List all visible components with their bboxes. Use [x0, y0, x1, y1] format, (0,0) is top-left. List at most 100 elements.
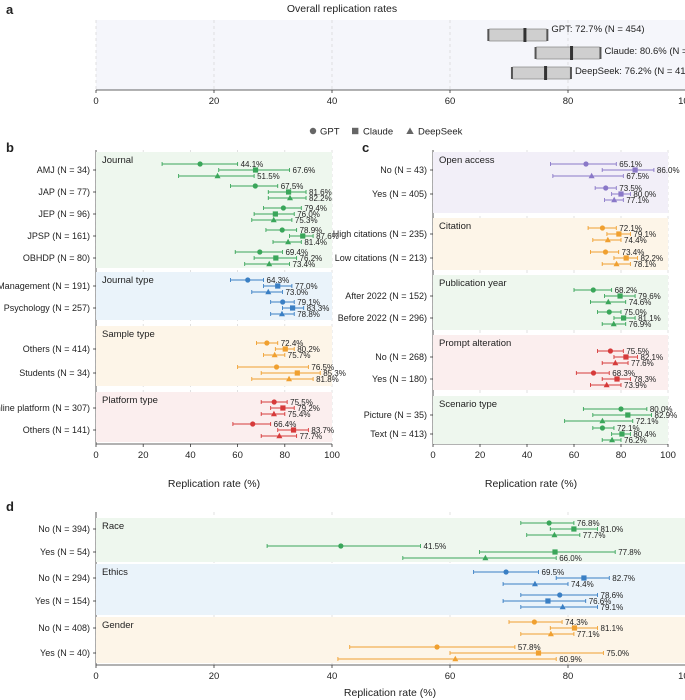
panel-b-tick-label: 40 — [185, 450, 196, 461]
panel-d-claude-point — [545, 598, 551, 604]
panel-c-section-title: Prompt alteration — [439, 338, 511, 349]
panel-b-claude-point — [280, 405, 286, 411]
panel-b-value-label: 77.0% — [295, 282, 318, 291]
panel-letter-a: a — [6, 2, 14, 17]
panel-b-deepseek-point — [286, 194, 293, 201]
panel-b-deepseek-point — [278, 310, 285, 317]
panel-a-box-deepseek — [511, 66, 572, 80]
panel-c-row-label: Yes (N = 180) — [372, 374, 427, 384]
panel-c-row-label: Yes (N = 405) — [372, 189, 427, 199]
panel-d-value-label: 41.5% — [424, 542, 447, 551]
panel-c-deepseek-point — [612, 359, 619, 366]
panel-b-value-label: 76.0% — [297, 210, 320, 219]
panel-b-value-label: 77.7% — [300, 432, 323, 441]
panel-b-claude-point — [289, 305, 296, 311]
panel-b-gpt-point — [245, 277, 251, 283]
panel-c-value-label: 72.1% — [619, 224, 642, 233]
panel-b-section-title: Journal type — [102, 275, 154, 286]
panel-b-value-label: 73.0% — [285, 288, 308, 297]
panel-c-section-title: Scenario type — [439, 399, 497, 410]
panel-c-value-label: 80.4% — [633, 430, 656, 439]
panel-c-row-label: High citations (N = 235) — [333, 229, 427, 239]
panel-a-tick-label: 40 — [327, 96, 338, 107]
panel-c-value-label: 65.1% — [619, 160, 642, 169]
panel-b-section-title: Platform type — [102, 395, 158, 406]
panel-d-deepseek-point — [452, 655, 459, 662]
panel-c-gpt-point — [607, 348, 614, 354]
panel-b-value-label: 79.1% — [297, 298, 320, 307]
panel-b-value-label: 87.6% — [316, 232, 339, 241]
panel-b-tick-label: 60 — [232, 450, 243, 461]
panel-b-row-label: Online platform (N = 307) — [0, 403, 90, 413]
panel-b-value-label: 76.5% — [311, 363, 334, 372]
panel-b-section-band — [96, 326, 332, 386]
panel-c-claude-point — [632, 167, 638, 173]
panel-d-value-label: 82.7% — [612, 574, 635, 583]
legend-claude-label: Claude — [363, 127, 393, 138]
panel-d-claude-point — [571, 625, 578, 631]
panel-b-tick-label: 0 — [93, 450, 98, 461]
panel-c-deepseek-point — [610, 320, 617, 327]
panel-c-deepseek-point — [604, 236, 611, 243]
panel-b-section-title: Journal — [102, 155, 133, 166]
panel-b-claude-point — [272, 211, 278, 217]
panel-b-gpt-point — [271, 399, 277, 405]
panel-d-value-label: 81.0% — [601, 525, 624, 534]
panel-b-value-label: 66.4% — [274, 420, 297, 429]
panel-d-gpt-point — [434, 644, 440, 650]
panel-b-value-label: 81.6% — [309, 188, 332, 197]
panel-b-gpt-point — [280, 299, 286, 305]
panel-b-deepseek-point — [271, 351, 278, 358]
panel-c-deepseek-point — [603, 381, 610, 388]
panel-a-tick-label: 60 — [445, 96, 456, 107]
panel-a-title: Overall replication rates — [287, 3, 397, 15]
panel-d-value-label: 76.8% — [577, 519, 600, 528]
panel-b-deepseek-point — [270, 410, 277, 417]
panel-b-gpt-point — [250, 421, 256, 427]
panel-d-gpt-point — [503, 569, 509, 575]
panel-c-value-label: 77.1% — [626, 196, 649, 205]
panel-d-gpt-point — [546, 520, 552, 526]
panel-a-tick-label: 0 — [93, 96, 98, 107]
panel-b-value-label: 67.5% — [281, 182, 304, 191]
panel-c-value-label: 82.2% — [640, 254, 663, 263]
panel-c-value-label: 82.9% — [655, 411, 678, 420]
panel-b-deepseek-point — [266, 260, 273, 267]
panel-c-value-label: 79.6% — [638, 292, 661, 301]
panel-d-gpt-point — [531, 619, 537, 625]
panel-c-claude-point — [623, 354, 629, 360]
panel-b-row-label: JAP (N = 77) — [38, 187, 90, 197]
panel-d-claude-point — [571, 526, 577, 532]
panel-b-value-label: 44.1% — [241, 160, 264, 169]
panel-c-value-label: 68.2% — [615, 286, 638, 295]
panel-b-tick-label: 80 — [280, 450, 291, 461]
panel-d-section-title: Gender — [102, 620, 134, 631]
panel-b-gpt-point — [280, 205, 286, 211]
panel-b-claude-point — [273, 255, 279, 261]
panel-d-value-label: 74.3% — [565, 618, 588, 627]
panel-b-deepseek-point — [285, 238, 292, 245]
panel-d-row-label: No (N = 408) — [38, 623, 90, 633]
panel-d-section-band — [96, 564, 685, 615]
panel-b-value-label: 73.4% — [293, 260, 316, 269]
panel-a-series-label: DeepSeek: 76.2% (N = 411) — [575, 66, 685, 77]
panel-c-value-label: 74.4% — [624, 236, 647, 245]
panel-a-box-gpt — [487, 28, 548, 42]
panel-d-gpt-point — [557, 592, 563, 598]
legend-gpt-label: GPT — [320, 127, 340, 138]
panel-d-claude-point — [581, 575, 587, 581]
panel-c-claude-point — [616, 231, 622, 237]
panel-c-value-label: 72.1% — [636, 417, 659, 426]
panel-c-gpt-point — [618, 406, 624, 412]
panel-b-xlabel: Replication rate (%) — [168, 478, 260, 490]
panel-b-tick-label: 20 — [138, 450, 149, 461]
panel-c-deepseek-point — [611, 196, 618, 203]
panel-b-value-label: 64.3% — [267, 276, 290, 285]
panel-d-deepseek-point — [551, 531, 558, 538]
panel-letter-c: c — [362, 140, 369, 155]
panel-c-value-label: 77.6% — [631, 359, 654, 368]
panel-c-row-label: Before 2022 (N = 296) — [338, 313, 427, 323]
panel-b-value-label: 78.9% — [300, 226, 323, 235]
panel-c-value-label: 68.3% — [612, 369, 635, 378]
